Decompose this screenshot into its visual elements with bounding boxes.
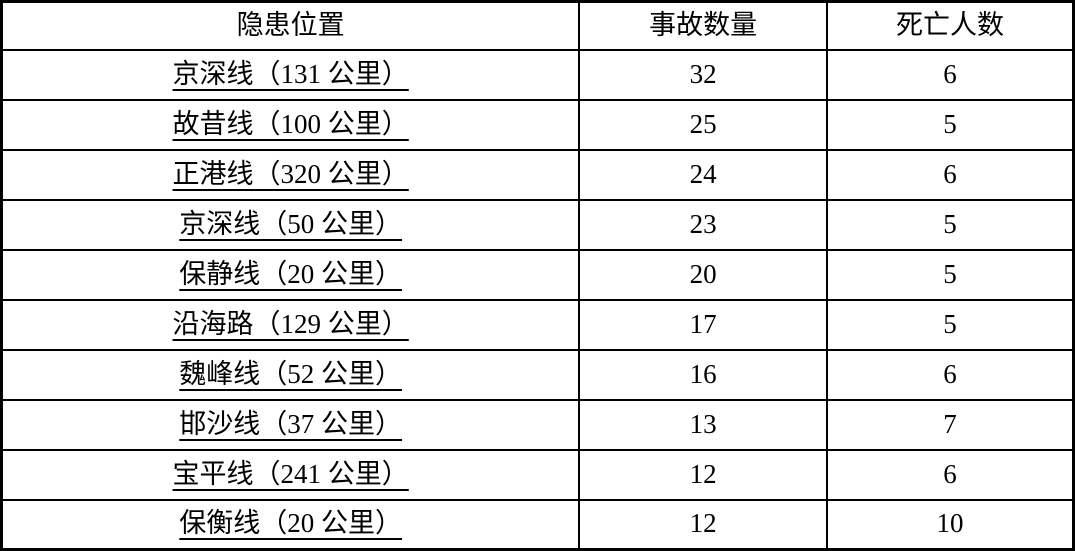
accident-count-value: 13 [689,408,717,439]
accident-count-cell: 17 [578,298,828,351]
accident-count-value: 12 [689,508,717,539]
accident-count-cell: 23 [578,198,828,251]
death-count-cell: 5 [825,98,1075,151]
death-count-cell: 6 [825,148,1075,201]
accident-count-value: 20 [689,258,717,289]
death-count-value: 5 [943,108,957,139]
hazard-location-text: 保静线（20 公里） [179,258,403,289]
hazard-location-cell: 沿海路（129 公里） [0,298,581,351]
table-row: 沿海路（129 公里） 17 5 [0,298,1075,351]
accident-count-value: 23 [689,208,717,239]
accident-count-cell: 24 [578,148,828,201]
death-count-value: 6 [943,458,957,489]
table-row: 邯沙线（37 公里） 13 7 [0,398,1075,451]
accident-count-cell: 12 [578,448,828,501]
death-count-value: 7 [943,408,957,439]
accident-count-value: 12 [689,458,717,489]
accident-count-value: 32 [689,58,717,89]
death-count-value: 6 [943,158,957,189]
death-count-value: 6 [943,58,957,89]
hazard-location-cell: 保静线（20 公里） [0,248,581,301]
table-row: 故昔线（100 公里） 25 5 [0,98,1075,151]
hazard-location-cell: 京深线（131 公里） [0,48,581,101]
hazard-location-cell: 魏峰线（52 公里） [0,348,581,401]
column-header-hazard-location: 隐患位置 [0,0,581,51]
hazard-location-text: 京深线（50 公里） [179,208,403,239]
death-count-value: 5 [943,258,957,289]
death-count-cell: 6 [825,48,1075,101]
death-count-cell: 5 [825,198,1075,251]
death-count-cell: 6 [825,448,1075,501]
hazard-location-cell: 邯沙线（37 公里） [0,398,581,451]
table-row: 保静线（20 公里） 20 5 [0,248,1075,301]
hazard-location-text: 邯沙线（37 公里） [179,408,403,439]
hazard-location-text: 宝平线（241 公里） [172,458,409,489]
column-header-death-count: 死亡人数 [825,0,1075,51]
column-header-accident-count: 事故数量 [578,0,828,51]
table-row: 京深线（131 公里） 32 6 [0,48,1075,101]
hazard-location-cell: 故昔线（100 公里） [0,98,581,151]
accident-count-cell: 20 [578,248,828,301]
header-row: 隐患位置 事故数量 死亡人数 [0,0,1075,51]
death-count-value: 5 [943,208,957,239]
table-row: 京深线（50 公里） 23 5 [0,198,1075,251]
accident-count-cell: 13 [578,398,828,451]
hazard-location-text: 京深线（131 公里） [172,58,409,89]
table-row: 宝平线（241 公里） 12 6 [0,448,1075,501]
hazard-location-cell: 保衡线（20 公里） [0,498,581,551]
hazard-location-text: 魏峰线（52 公里） [179,358,403,389]
accident-count-value: 17 [689,308,717,339]
table-body: 京深线（131 公里） 32 6 故昔线（100 公里） 25 5 正港线（320 公里） 2… [0,48,1075,551]
accident-count-cell: 12 [578,498,828,551]
hazard-location-text: 正港线（320 公里） [172,158,409,189]
accident-count-cell: 32 [578,48,828,101]
hazard-location-text: 沿海路（129 公里） [172,308,409,339]
death-count-cell: 5 [825,298,1075,351]
hazard-location-text: 故昔线（100 公里） [172,108,409,139]
hazard-location-cell: 宝平线（241 公里） [0,448,581,501]
death-count-value: 6 [943,358,957,389]
hazard-location-text: 保衡线（20 公里） [179,508,403,539]
accident-count-value: 25 [689,108,717,139]
accident-count-cell: 16 [578,348,828,401]
accident-count-value: 24 [689,158,717,189]
accident-count-cell: 25 [578,98,828,151]
hazard-location-cell: 京深线（50 公里） [0,198,581,251]
table-row: 正港线（320 公里） 24 6 [0,148,1075,201]
accident-count-value: 16 [689,358,717,389]
death-count-value: 10 [936,508,964,539]
hazard-location-cell: 正港线（320 公里） [0,148,581,201]
death-count-cell: 6 [825,348,1075,401]
death-count-cell: 7 [825,398,1075,451]
table-row: 保衡线（20 公里） 12 10 [0,498,1075,551]
death-count-cell: 10 [825,498,1075,551]
death-count-cell: 5 [825,248,1075,301]
death-count-value: 5 [943,308,957,339]
table-row: 魏峰线（52 公里） 16 6 [0,348,1075,401]
